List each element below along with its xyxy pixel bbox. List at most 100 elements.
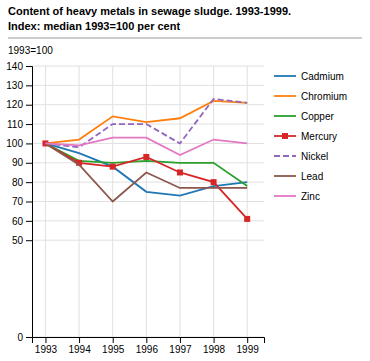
legend-label: Cadmium [301, 71, 344, 82]
x-tick: 1998 [203, 337, 226, 355]
separator [8, 38, 362, 39]
legend-label: Chromium [301, 91, 347, 102]
x-tick: 1994 [68, 337, 91, 355]
legend-label: Lead [301, 171, 323, 182]
y-tick: 60 [12, 216, 32, 227]
legend-swatch [274, 195, 296, 197]
y-tick-mark [26, 105, 32, 106]
x-tick-mark [113, 337, 114, 343]
x-tick-label: 1993 [35, 344, 58, 355]
y-tick-mark [26, 221, 32, 222]
y-tick: 80 [12, 177, 32, 188]
grid-line [32, 220, 264, 221]
series-line [45, 143, 247, 201]
legend-swatch [274, 115, 296, 117]
legend-label: Mercury [301, 131, 337, 142]
grid-line [32, 162, 264, 163]
y-tick-label: 90 [12, 157, 24, 168]
y-tick: 130 [6, 80, 32, 91]
subtitle: Index: median 1993=100 per cent [8, 20, 180, 32]
series-marker [177, 169, 183, 175]
y-tick: 110 [7, 119, 32, 130]
y-tick-label: 110 [7, 119, 23, 130]
y-tick-label: 100 [6, 138, 23, 149]
y-tick-label: 70 [12, 196, 24, 207]
y-tick-mark [26, 143, 32, 144]
y-axis: 0 50 60 70 80 90 100 110 120 130 140 [6, 61, 32, 343]
grid [32, 66, 264, 337]
x-axis-line [33, 338, 265, 344]
y-tick-mark [26, 66, 32, 67]
grid-line [45, 66, 46, 337]
legend-label: Copper [301, 111, 334, 122]
grid-line [79, 66, 80, 337]
grid-line [32, 104, 264, 105]
legend-swatch [274, 175, 296, 177]
y-axis-label: 1993=100 [8, 45, 53, 56]
x-tick: 1993 [35, 337, 58, 355]
y-tick-mark [26, 163, 32, 164]
grid-line [32, 240, 264, 241]
x-tick-mark [45, 337, 46, 343]
x-tick-mark [79, 337, 80, 343]
y-tick-label: 120 [6, 99, 23, 110]
y-tick: 0 [17, 332, 32, 343]
y-tick-label: 80 [12, 177, 24, 188]
x-tick: 1995 [102, 337, 125, 355]
y-tick-mark [26, 240, 32, 241]
x-tick-label: 1999 [237, 344, 260, 355]
legend-marker [282, 133, 288, 139]
plot-area [42, 99, 250, 222]
y-tick: 120 [6, 99, 32, 110]
series-line [45, 138, 247, 155]
legend-swatch [274, 95, 296, 97]
x-tick-label: 1995 [102, 344, 125, 355]
x-tick: 1996 [136, 337, 159, 355]
series-marker [211, 179, 217, 185]
series-marker [143, 154, 149, 160]
y-tick: 50 [12, 235, 32, 246]
legend-label: Zinc [301, 191, 320, 202]
y-tick-label: 50 [12, 235, 24, 246]
grid-line [32, 182, 264, 183]
chart: Content of heavy metals in sewage sludge… [0, 0, 370, 361]
grid-line [247, 66, 248, 337]
grid-line [213, 66, 214, 337]
x-tick-label: 1994 [68, 344, 91, 355]
y-tick: 70 [12, 196, 32, 207]
y-tick-label: 0 [17, 332, 23, 343]
legend-label: Nickel [301, 151, 328, 162]
series-marker [244, 216, 250, 222]
series-marker [110, 164, 116, 170]
x-tick-label: 1998 [203, 344, 226, 355]
series-line [45, 143, 247, 218]
y-tick: 140 [6, 61, 32, 72]
y-tick-label: 140 [6, 61, 23, 72]
y-tick-mark [26, 337, 32, 338]
grid-line [179, 66, 180, 337]
y-tick-label: 60 [12, 216, 24, 227]
y-tick-mark [26, 202, 32, 203]
legend-swatch [274, 155, 296, 157]
y-tick: 100 [6, 138, 32, 149]
y-tick-mark [26, 85, 32, 86]
y-tick-mark [26, 182, 32, 183]
y-tick-mark [26, 124, 32, 125]
title: Content of heavy metals in sewage sludge… [8, 5, 291, 17]
series-line [45, 143, 247, 186]
x-tick-label: 1996 [136, 344, 159, 355]
x-tick-label: 1997 [169, 344, 192, 355]
x-tick-mark [214, 337, 215, 343]
grid-line [32, 66, 264, 67]
legend: Cadmium Chromium Copper Mercury Nickel Lead Zi… [274, 71, 347, 202]
x-tick-mark [247, 337, 248, 343]
legend-swatch [274, 75, 296, 77]
x-tick-mark [146, 337, 147, 343]
x-axis: 1993 1994 1995 1996 1997 1998 1999 [33, 337, 265, 355]
x-tick-mark [180, 337, 181, 343]
grid-line [32, 201, 264, 202]
y-tick: 90 [12, 157, 32, 168]
y-axis-line [26, 67, 33, 338]
grid-line [32, 85, 264, 86]
grid-line [146, 66, 147, 337]
